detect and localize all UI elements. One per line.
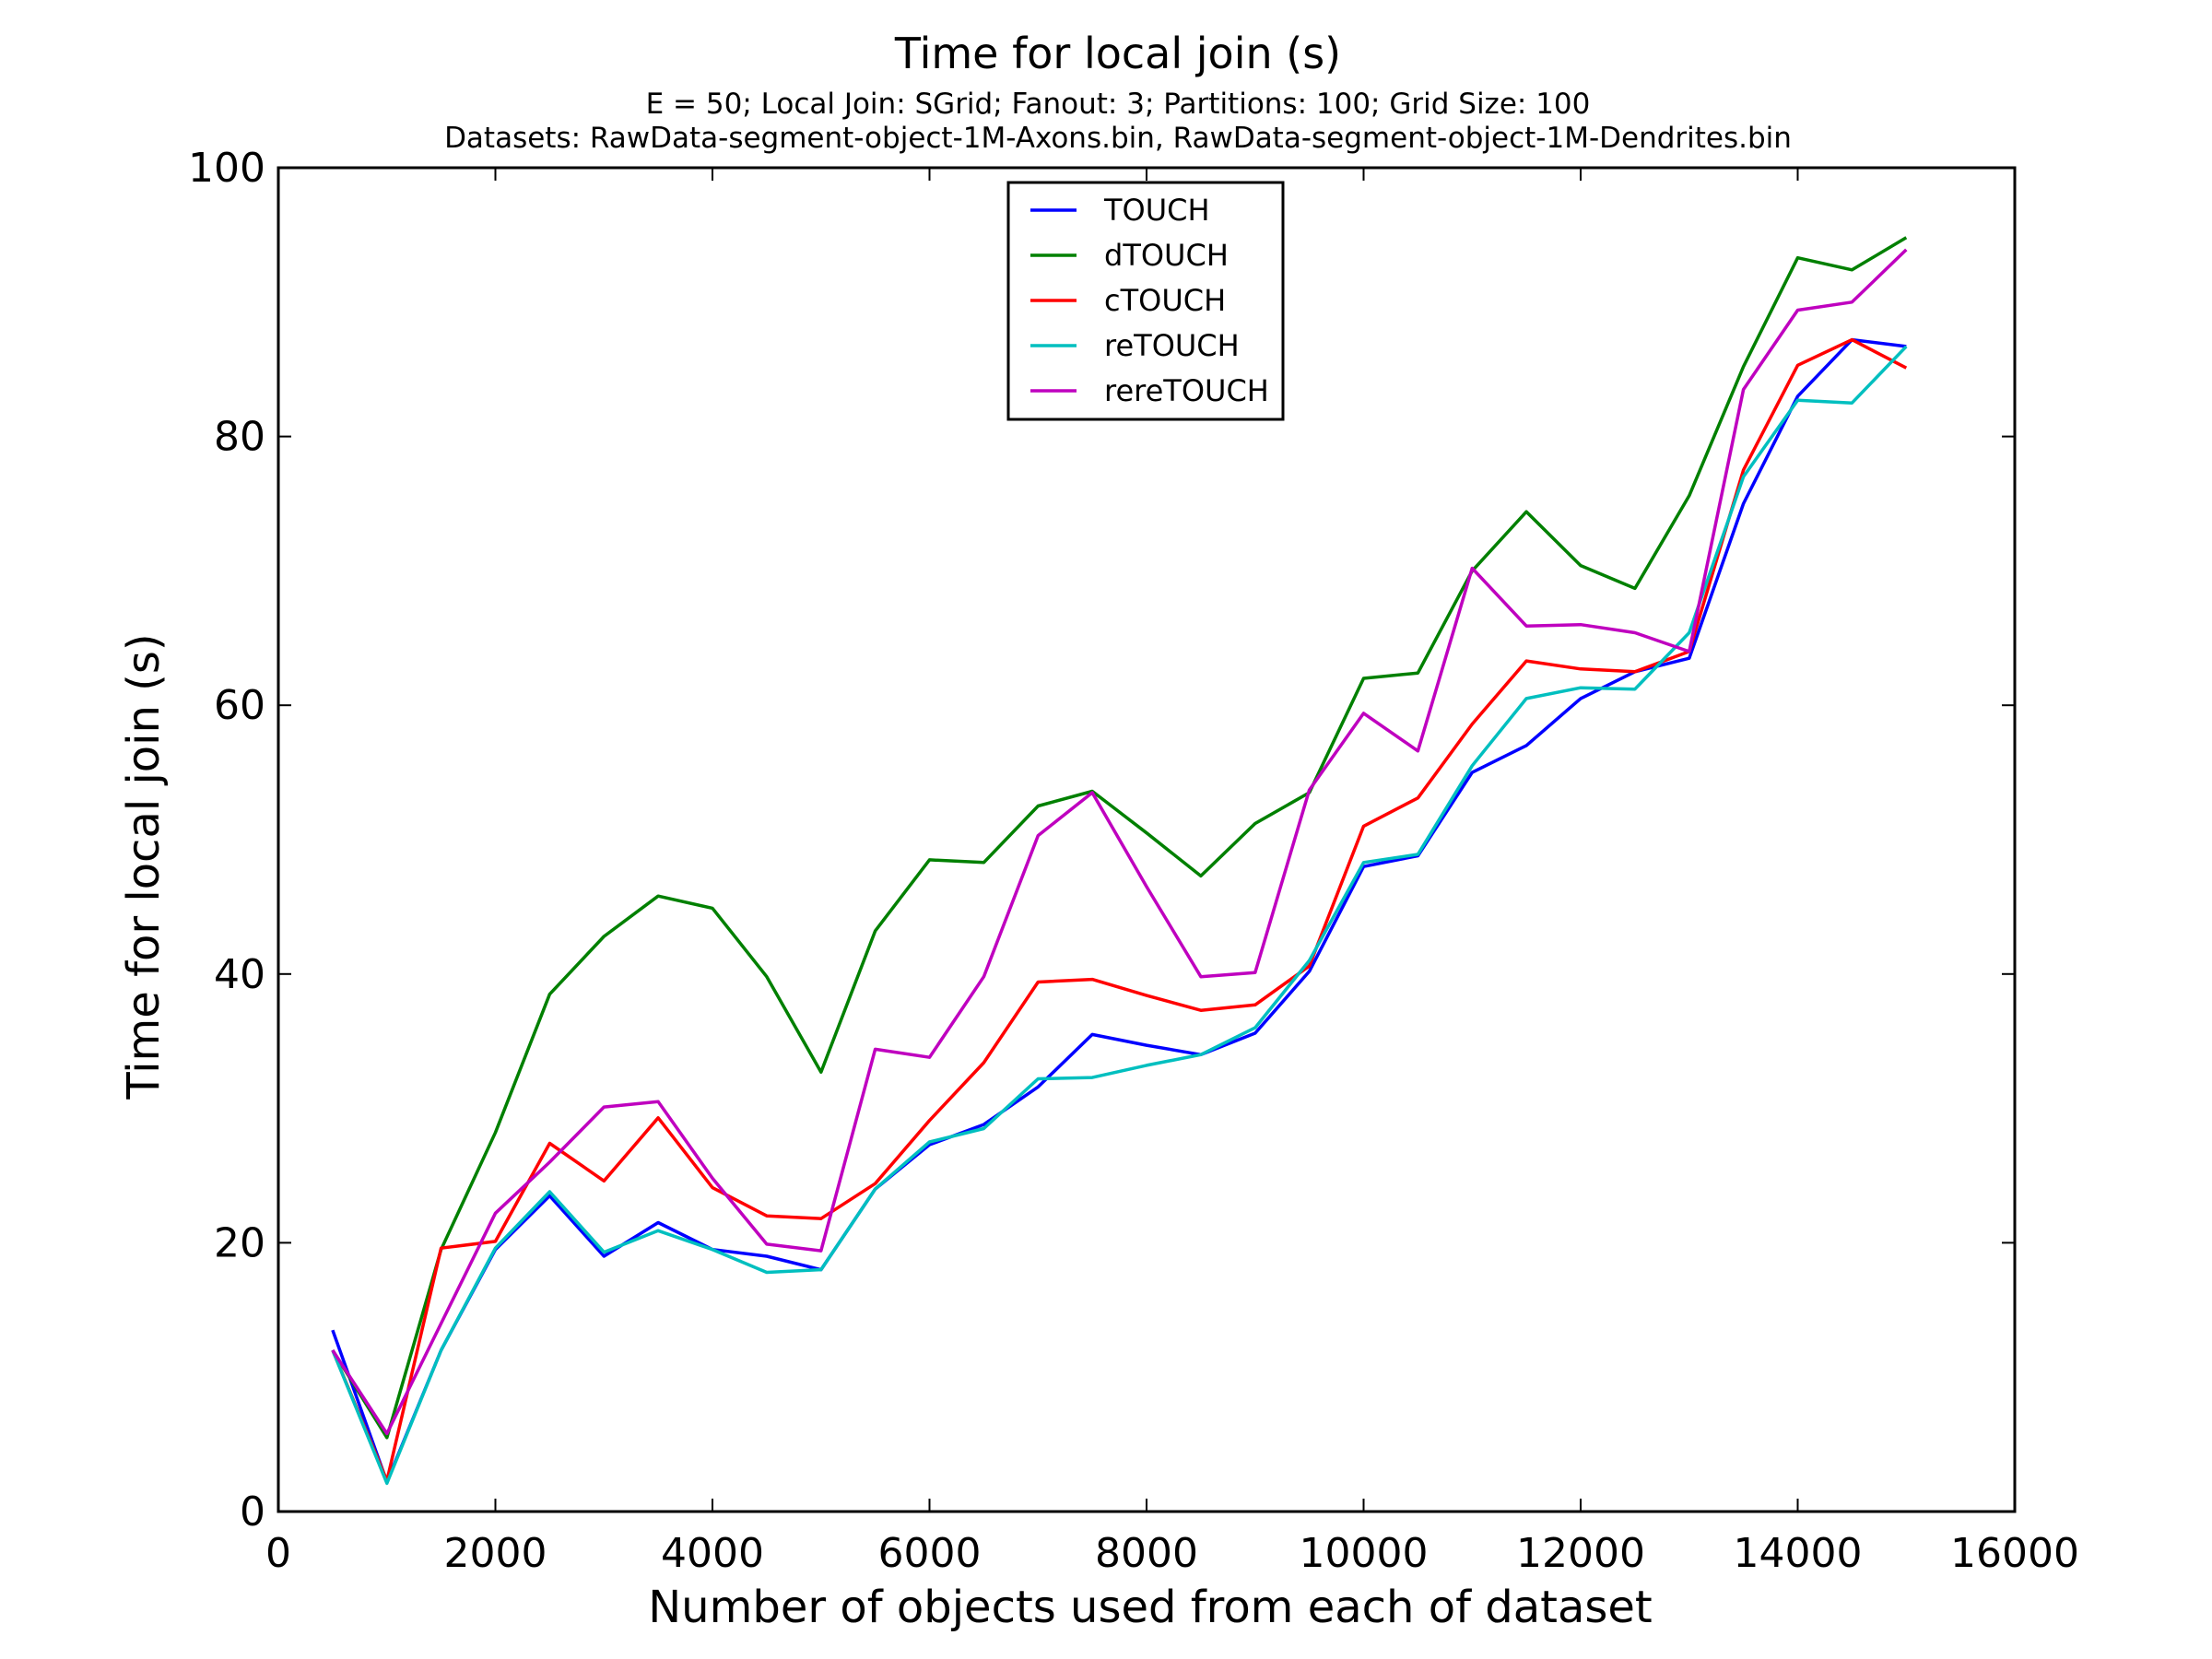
x-axis-label: Number of objects used from each of data… (648, 1582, 1652, 1633)
y-tick-label: 60 (214, 682, 265, 729)
x-tick-label: 4000 (661, 1530, 764, 1577)
series-line-touch (331, 337, 1907, 1484)
x-tick-label: 6000 (878, 1530, 982, 1577)
legend-label-touch: TOUCH (1103, 193, 1210, 228)
legend-label-dtouch: dTOUCH (1104, 238, 1229, 273)
legend: TOUCH dTOUCH cTOUCH reTOUCH rereTOUCH (1006, 181, 1285, 421)
y-tick-label: 0 (240, 1488, 265, 1535)
y-tick-label: 40 (214, 951, 265, 998)
ticks-group: 0 2000 4000 6000 8000 10000 12000 14000 16000 0 20… (188, 145, 2079, 1577)
series-group (331, 236, 1908, 1486)
x-tick-label: 8000 (1095, 1530, 1198, 1577)
x-tick-label: 14000 (1734, 1530, 1863, 1577)
legend-label-ctouch: cTOUCH (1104, 283, 1226, 318)
x-tick-label: 0 (265, 1530, 291, 1577)
y-axis-label: Time for local join (s) (118, 633, 170, 1100)
x-tick-label: 12000 (1516, 1530, 1645, 1577)
legend-label-reretouch: rereTOUCH (1104, 373, 1269, 408)
y-tick-label: 20 (214, 1219, 265, 1266)
x-tick-label: 16000 (1950, 1530, 2079, 1577)
series-line-dtouch (331, 236, 1908, 1440)
x-tick-label: 10000 (1300, 1530, 1429, 1577)
legend-label-retouch: reTOUCH (1104, 328, 1240, 363)
chart-subtitle-line-2: Datasets: RawData-segment-object-1M-Axon… (444, 122, 1792, 155)
chart-subtitle-line-1: E = 50; Local Join: SGrid; Fanout: 3; Pa… (646, 88, 1591, 121)
x-tick-label: 2000 (444, 1530, 547, 1577)
chart-title: Time for local join (s) (894, 29, 1341, 78)
y-tick-label: 100 (188, 145, 265, 192)
y-tick-label: 80 (214, 414, 265, 461)
series-line-ctouch (331, 337, 1908, 1483)
series-line-retouch (331, 345, 1908, 1486)
series-line-reretouch (331, 248, 1908, 1436)
